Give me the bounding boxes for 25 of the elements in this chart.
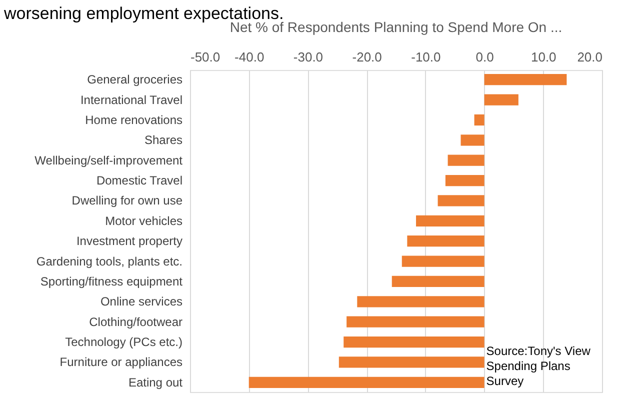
- y-tick-label: Eating out: [128, 375, 184, 390]
- y-tick-label: International Travel: [80, 92, 182, 107]
- y-tick-label: Furniture or appliances: [60, 355, 182, 370]
- y-tick-label: General groceries: [87, 72, 182, 87]
- y-tick-label: Domestic Travel: [96, 174, 182, 188]
- y-tick-label: Technology (PCs etc.): [65, 335, 182, 350]
- y-tick-label: Shares: [144, 133, 182, 148]
- y-tick-label: Sporting/fitness equipment: [40, 274, 184, 288]
- y-tick-label: Motor vehicles: [105, 214, 182, 228]
- y-tick-label: Home renovations: [85, 112, 182, 127]
- y-tick-label: Clothing/footwear: [89, 314, 182, 329]
- annotation: Source:Tony's View Spending Plans Survey: [486, 344, 591, 388]
- x-tick-label: 10.0: [530, 50, 556, 64]
- y-tick-label: Dwelling for own use: [72, 194, 183, 208]
- x-tick-label: -30.0: [293, 50, 324, 64]
- x-tick-label: 20.0: [577, 50, 602, 64]
- x-tick-label: 0.0: [476, 50, 494, 64]
- x-tick-label: -20.0: [352, 50, 382, 64]
- x-tick-label: -40.0: [234, 50, 264, 64]
- y-tick-label: Online services: [100, 294, 182, 309]
- x-tick-label: -50.0: [190, 50, 220, 64]
- y-tick-label: Gardening tools, plants etc.: [36, 254, 182, 268]
- x-tick-label: -10.0: [411, 50, 441, 64]
- y-tick-label: Wellbeing/self-improvement: [34, 153, 184, 168]
- y-tick-label: Investment property: [76, 234, 182, 248]
